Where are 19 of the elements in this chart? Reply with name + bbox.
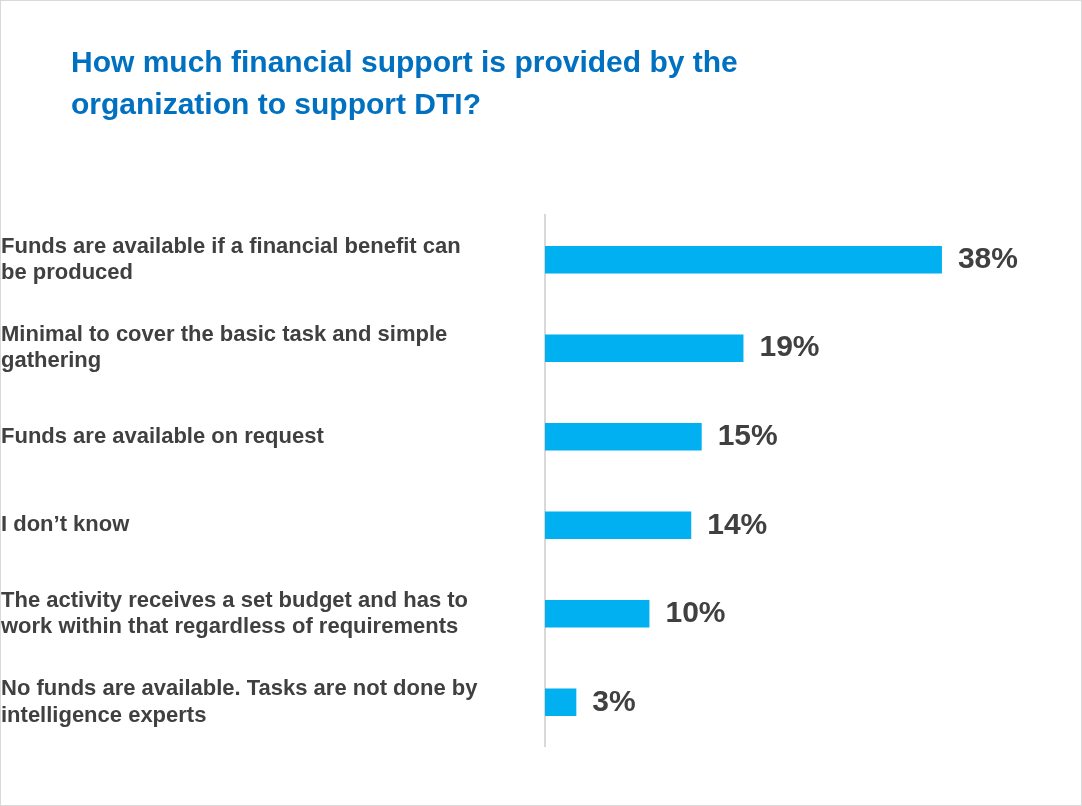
data-label: 14% (707, 506, 768, 540)
bar (545, 245, 942, 274)
bar (545, 600, 650, 628)
y-tick-label: Minimal to cover the basic task and simple gathering (1, 321, 448, 373)
bar (545, 334, 744, 362)
y-tick-label: Funds are available if a financial benefit can be produced (1, 232, 461, 284)
data-label: 15% (717, 418, 778, 451)
y-tick-label: The activity receives a set budget and has to work within that regardless of requirements (0, 586, 469, 639)
y-tick-label: No funds are available. Tasks are not done by intelligence experts (1, 675, 479, 727)
y-tick-label: Funds are available on request (1, 422, 325, 448)
data-label: 38% (957, 240, 1018, 274)
chart-title: How much financial support is provided by the organization to support DTI? (71, 44, 739, 122)
data-label: 10% (665, 595, 726, 629)
data-label: 3% (592, 683, 636, 717)
bar (545, 688, 577, 717)
bar (545, 423, 702, 451)
bar (545, 511, 692, 539)
data-label: 19% (759, 329, 820, 363)
y-tick-label: I don’t know (1, 511, 131, 537)
